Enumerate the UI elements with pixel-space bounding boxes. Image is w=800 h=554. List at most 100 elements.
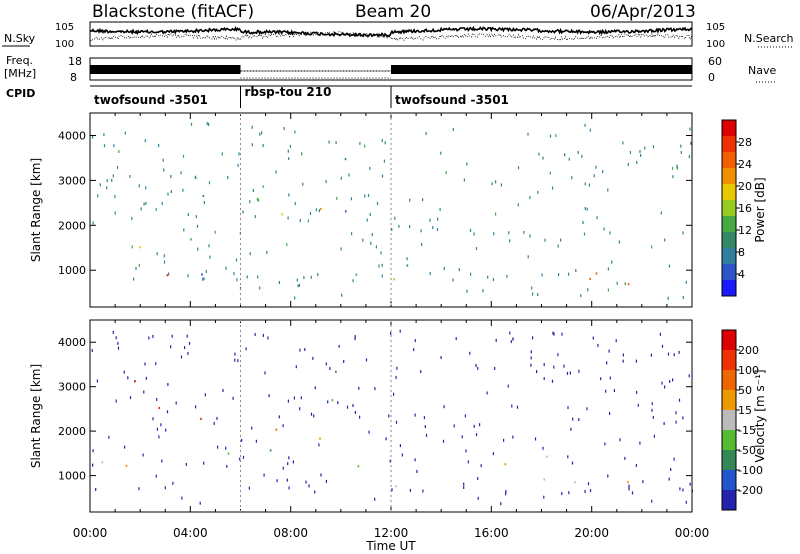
scatter-cell [587,482,590,486]
scatter-cell [303,276,305,280]
scatter-cell [401,453,403,457]
range-tick-label: 1000 [58,470,86,483]
scatter-cell [354,337,356,341]
scatter-cell [256,197,258,201]
scatter-cell [436,228,439,232]
scatter-cell [664,385,666,389]
scatter-cell [288,157,290,161]
scatter-cell [358,386,360,390]
scatter-cell [287,216,289,220]
scatter-cell [112,174,114,178]
scatter-cell [469,228,472,232]
scatter-cell [443,267,445,270]
scatter-cell [275,428,278,431]
scatter-cell [113,144,115,148]
scatter-cell [465,449,467,453]
scatter-cell [99,183,101,187]
scatter-cell [440,151,442,155]
scatter-cell [168,272,170,276]
scatter-cell [276,479,278,483]
scatter-cell [320,207,322,211]
scatter-cell [619,438,621,442]
scatter-cell [162,158,164,162]
colorbar-tick-label: 8 [738,246,745,259]
nsky-tick-high: 105 [55,22,74,33]
scatter-cell [340,247,342,251]
time-tick-label: 00:00 [73,526,108,540]
scatter-cell [606,361,608,365]
colorbar-swatch [722,136,736,153]
scatter-cell [631,491,634,495]
scatter-cell [679,487,681,491]
scatter-cell [532,336,534,340]
scatter-cell [187,352,189,355]
scatter-cell [300,396,302,400]
colorbar-swatch [722,200,736,217]
scatter-cell [394,216,396,220]
scatter-cell [422,198,424,202]
scatter-cell [592,336,594,340]
scatter-cell [308,484,310,488]
scatter-cell [584,207,586,210]
scatter-cell [143,202,145,206]
scatter-cell [91,135,94,139]
power-colorbar: 4 8 12 16 20 24 28 Power [dB] [721,119,767,297]
scatter-cell [143,390,145,394]
scatter-cell [163,260,166,264]
scatter-cell [106,186,108,190]
scatter-cell [267,336,269,340]
scatter-cell [295,365,297,369]
scatter-cell [202,194,205,198]
scatter-cell [148,336,150,340]
scatter-cell [225,446,227,450]
scatter-cell [376,202,379,205]
scatter-cell [673,353,675,357]
scatter-cell [414,413,416,417]
scatter-cell [325,362,327,366]
range-tick-label: 2000 [58,425,86,438]
colorbar-tick-label: 16 [738,202,752,215]
scatter-cell [208,122,210,126]
scatter-cell [287,399,289,403]
scatter-cell [409,198,411,202]
scatter-cell [660,211,662,215]
scatter-cell [425,433,428,437]
scatter-cell [144,362,146,366]
scatter-cell [409,488,411,492]
scatter-cell [206,122,208,126]
scatter-cell [635,359,637,363]
scatter-cell [278,281,280,284]
scatter-cell [351,232,353,236]
scatter-cell [299,348,301,352]
scatter-cell [396,366,398,370]
scatter-cell [567,455,569,459]
scatter-cell [678,398,681,402]
scatter-cell [509,331,511,335]
scatter-cell [293,396,295,400]
scatter-cell [495,212,497,216]
nsearch-trace [89,30,693,42]
scatter-cell [125,464,128,468]
scatter-cell [561,492,563,496]
scatter-cell [574,481,576,484]
scatter-cell [505,490,507,493]
scatter-cell [170,175,172,178]
scatter-cell [357,465,360,468]
scatter-cell [155,474,157,478]
scatter-cell [506,274,508,278]
scatter-cell [241,438,243,442]
scatter-cell [155,208,157,211]
scatter-cell [234,352,236,356]
scatter-cell [187,213,189,217]
scatter-cell [445,171,447,175]
scatter-cell [282,424,284,428]
scatter-cell [442,439,445,443]
scatter-cell [359,415,361,419]
scatter-cell [390,332,392,335]
scatter-cell [461,435,463,439]
colorbar-swatch [722,390,736,411]
scatter-cell [366,218,368,222]
scatter-cell [115,336,117,340]
colorbar-swatch [722,248,736,265]
scatter-cell [653,434,655,438]
